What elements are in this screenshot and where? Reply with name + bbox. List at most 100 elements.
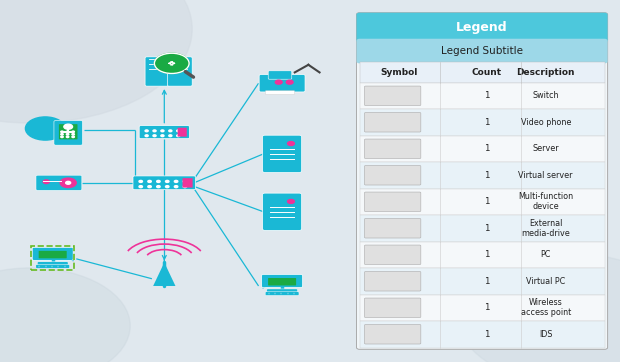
FancyBboxPatch shape: [36, 265, 69, 268]
FancyBboxPatch shape: [265, 292, 299, 295]
Text: Wireless
access point: Wireless access point: [521, 298, 571, 317]
Circle shape: [148, 180, 151, 182]
FancyBboxPatch shape: [32, 247, 73, 260]
FancyBboxPatch shape: [167, 57, 192, 86]
Circle shape: [145, 130, 148, 132]
Circle shape: [286, 80, 293, 84]
Circle shape: [169, 135, 172, 136]
Text: Video phone: Video phone: [521, 118, 571, 127]
Text: 1: 1: [484, 91, 490, 100]
Circle shape: [275, 80, 282, 84]
Circle shape: [72, 134, 74, 135]
Text: 1: 1: [484, 144, 490, 153]
FancyBboxPatch shape: [139, 126, 190, 139]
Circle shape: [183, 186, 187, 188]
FancyBboxPatch shape: [365, 86, 421, 105]
FancyBboxPatch shape: [267, 289, 298, 292]
FancyBboxPatch shape: [263, 135, 301, 173]
FancyBboxPatch shape: [360, 135, 604, 162]
Text: Server: Server: [533, 144, 559, 153]
Text: External
media-drive: External media-drive: [521, 219, 570, 238]
FancyBboxPatch shape: [365, 272, 421, 291]
Circle shape: [177, 130, 180, 132]
Circle shape: [166, 186, 169, 188]
Circle shape: [0, 0, 192, 123]
FancyBboxPatch shape: [54, 121, 82, 145]
Text: Multi-function
device: Multi-function device: [518, 192, 574, 211]
Circle shape: [0, 268, 130, 362]
FancyBboxPatch shape: [268, 71, 292, 79]
Text: 1: 1: [484, 118, 490, 127]
Text: 1: 1: [484, 171, 490, 180]
Circle shape: [139, 180, 143, 182]
Text: Legend Subtitle: Legend Subtitle: [441, 46, 523, 56]
Circle shape: [174, 186, 178, 188]
Text: 1: 1: [484, 303, 490, 312]
Circle shape: [169, 130, 172, 132]
FancyBboxPatch shape: [365, 325, 421, 344]
FancyBboxPatch shape: [178, 128, 187, 136]
Circle shape: [148, 186, 151, 188]
FancyBboxPatch shape: [268, 278, 296, 286]
Circle shape: [72, 131, 74, 132]
Circle shape: [288, 142, 294, 146]
Circle shape: [181, 60, 187, 64]
FancyBboxPatch shape: [262, 274, 303, 287]
FancyBboxPatch shape: [37, 262, 68, 265]
FancyBboxPatch shape: [360, 83, 604, 109]
Circle shape: [153, 135, 156, 136]
Text: 1: 1: [484, 224, 490, 233]
Circle shape: [459, 253, 620, 362]
FancyBboxPatch shape: [365, 139, 421, 159]
Text: Symbol: Symbol: [380, 68, 417, 76]
Text: Description: Description: [516, 68, 575, 76]
Circle shape: [174, 180, 178, 182]
Text: Count: Count: [472, 68, 502, 76]
Bar: [31, 246, 74, 270]
FancyBboxPatch shape: [365, 113, 421, 132]
Circle shape: [166, 180, 169, 182]
Circle shape: [25, 117, 65, 140]
Polygon shape: [153, 262, 175, 286]
Text: IDS: IDS: [539, 330, 552, 339]
FancyBboxPatch shape: [360, 215, 604, 241]
Circle shape: [157, 180, 160, 182]
FancyBboxPatch shape: [365, 219, 421, 238]
Circle shape: [159, 60, 165, 64]
FancyBboxPatch shape: [145, 57, 170, 86]
FancyBboxPatch shape: [360, 321, 604, 348]
Circle shape: [61, 131, 63, 132]
Text: PC: PC: [541, 250, 551, 259]
Circle shape: [157, 186, 160, 188]
Circle shape: [161, 130, 164, 132]
Text: 1: 1: [484, 250, 490, 259]
Circle shape: [183, 180, 187, 182]
Circle shape: [288, 199, 294, 203]
Text: Virtual server: Virtual server: [518, 171, 573, 180]
FancyBboxPatch shape: [360, 162, 604, 189]
FancyBboxPatch shape: [360, 241, 604, 268]
Circle shape: [153, 130, 156, 132]
FancyBboxPatch shape: [360, 62, 604, 83]
Circle shape: [66, 131, 69, 132]
Circle shape: [177, 135, 180, 136]
Text: 1: 1: [484, 330, 490, 339]
Circle shape: [72, 136, 74, 138]
Circle shape: [60, 178, 76, 188]
Circle shape: [66, 136, 69, 138]
Circle shape: [145, 135, 148, 136]
Text: 1: 1: [484, 277, 490, 286]
Circle shape: [161, 135, 164, 136]
Circle shape: [154, 53, 189, 73]
FancyBboxPatch shape: [259, 75, 305, 92]
FancyBboxPatch shape: [38, 251, 67, 258]
Text: 1: 1: [484, 197, 490, 206]
FancyBboxPatch shape: [356, 13, 608, 42]
FancyBboxPatch shape: [356, 13, 608, 349]
Text: Legend: Legend: [456, 21, 508, 34]
FancyBboxPatch shape: [36, 175, 82, 190]
Circle shape: [66, 134, 69, 135]
Circle shape: [64, 124, 73, 129]
FancyBboxPatch shape: [365, 165, 421, 185]
FancyBboxPatch shape: [360, 268, 604, 295]
